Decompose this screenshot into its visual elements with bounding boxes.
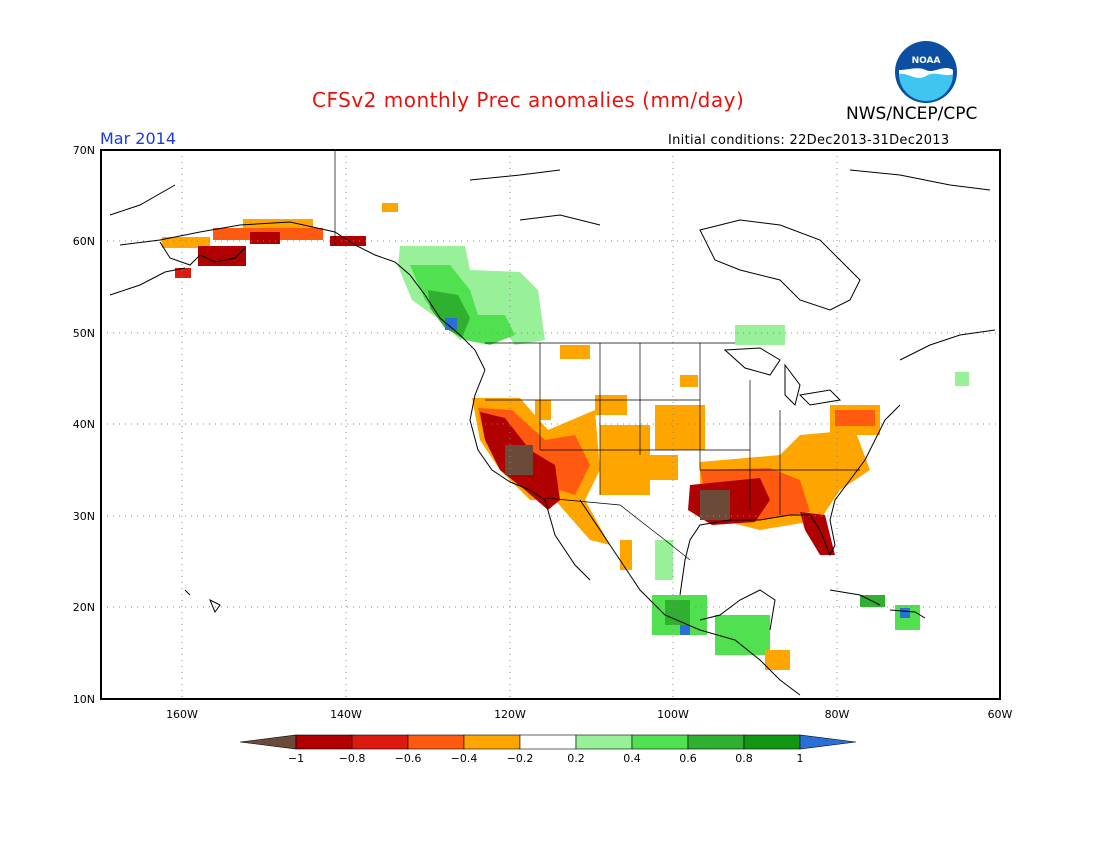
longitude-labels: 160W 140W 120W 100W 80W 60W	[166, 708, 1012, 721]
legend-swatch	[351, 734, 409, 750]
legend-swatch	[519, 734, 577, 750]
lon-label: 60W	[988, 708, 1013, 721]
lat-label: 50N	[73, 327, 95, 340]
lat-label: 20N	[73, 601, 95, 614]
legend-swatch	[575, 734, 633, 750]
anomaly-mexico-south	[620, 540, 790, 670]
color-legend: −1 −0.8 −0.6 −0.4 −0.2 0.2 0.4 0.6 0.8 1	[239, 734, 857, 765]
legend-swatch	[631, 734, 689, 750]
legend-tick-label: 1	[797, 752, 804, 765]
lon-label: 100W	[657, 708, 689, 721]
anomaly-california-southwest	[480, 412, 560, 510]
lat-label: 70N	[73, 144, 95, 157]
latitude-labels: 70N 60N 50N 40N 30N 20N 10N	[73, 144, 95, 706]
legend-tick-label: −0.6	[395, 752, 422, 765]
legend-swatch	[295, 734, 353, 750]
political-borders	[334, 150, 860, 561]
legend-tick-label: 0.4	[623, 752, 641, 765]
legend-swatch	[743, 734, 801, 750]
legend-tick-label: −0.8	[339, 752, 366, 765]
lon-label: 140W	[330, 708, 362, 721]
lon-label: 120W	[494, 708, 526, 721]
legend-tick-label: −0.2	[507, 752, 534, 765]
legend-tick-label: −0.4	[451, 752, 478, 765]
noaa-logo: NOAA	[895, 41, 957, 103]
anomaly-pacific-northwest-canada	[398, 246, 969, 386]
legend-swatch	[407, 734, 465, 750]
legend-tick-label: 0.8	[735, 752, 753, 765]
map-frame	[100, 149, 1001, 700]
legend-tick-label: 0.6	[679, 752, 697, 765]
anomaly-mid-atlantic	[830, 405, 880, 435]
anomaly-caribbean	[860, 595, 920, 630]
month-label: Mar 2014	[100, 129, 176, 148]
lat-label: 30N	[73, 510, 95, 523]
map-title: CFSv2 monthly Prec anomalies (mm/day)	[312, 88, 745, 112]
legend-arrow-right	[799, 734, 857, 750]
lon-label: 160W	[166, 708, 198, 721]
legend-swatch	[687, 734, 745, 750]
legend-swatch	[463, 734, 521, 750]
anomaly-florida	[800, 512, 835, 555]
lat-label: 10N	[73, 693, 95, 706]
initial-conditions-label: Initial conditions: 22Dec2013-31Dec2013	[668, 133, 950, 148]
svg-text:NOAA: NOAA	[912, 56, 941, 66]
lat-label: 60N	[73, 235, 95, 248]
legend-tick-label: −1	[288, 752, 304, 765]
anomaly-central-plains	[600, 375, 705, 495]
legend-tick-label: 0.2	[567, 752, 585, 765]
agency-label: NWS/NCEP/CPC	[846, 104, 978, 124]
legend-arrow-left	[239, 734, 297, 750]
lat-label: 40N	[73, 418, 95, 431]
anomaly-gulf-coast	[688, 478, 770, 525]
lon-label: 80W	[825, 708, 850, 721]
